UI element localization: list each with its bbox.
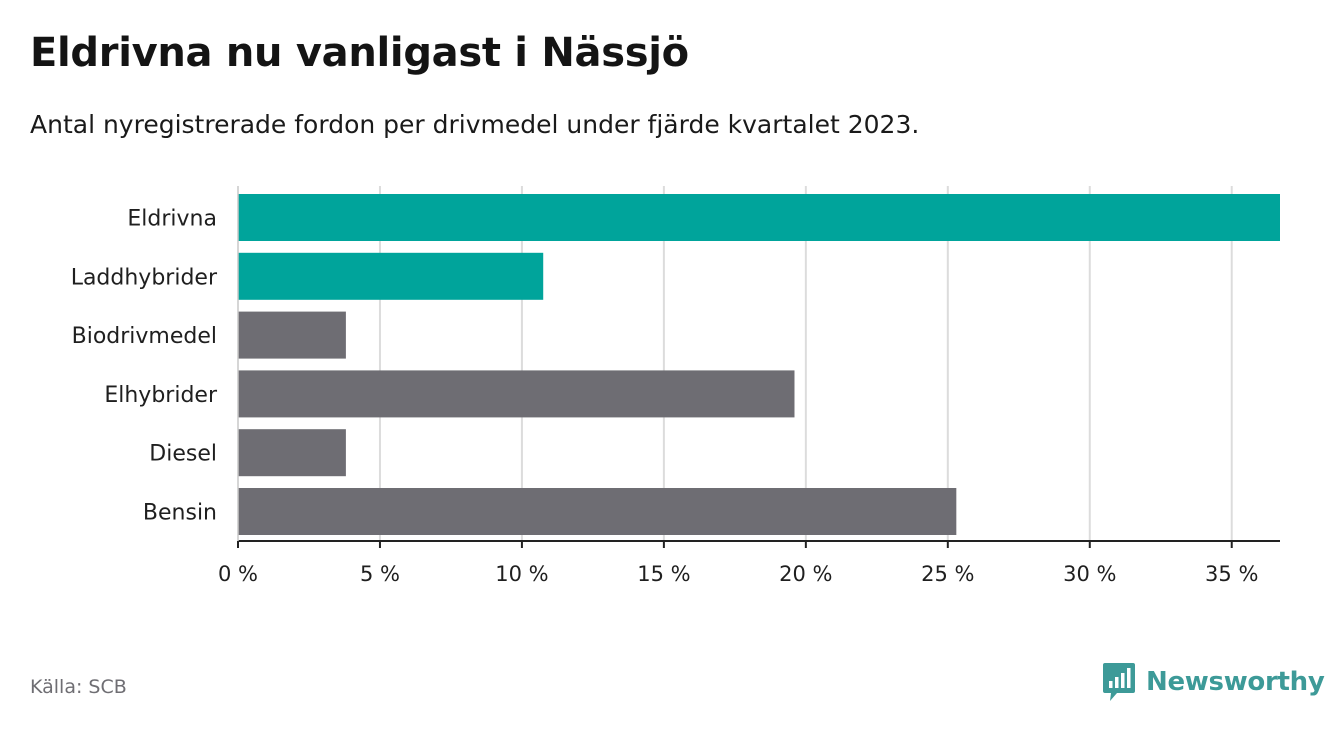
x-tick-label: 25 % xyxy=(921,562,974,586)
category-label: Elhybrider xyxy=(104,383,218,408)
category-label: Biodrivmedel xyxy=(72,324,217,349)
source-note: Källa: SCB xyxy=(30,676,127,698)
x-tick-label: 15 % xyxy=(637,562,690,586)
bar-eldrivna xyxy=(238,194,1280,241)
bar-biodrivmedel xyxy=(238,311,346,359)
category-label: Eldrivna xyxy=(127,207,217,232)
x-tick-label: 0 % xyxy=(218,562,258,586)
x-axis: 0 % 5 % 10 % 15 % 20 % 25 % 30 % 35 % xyxy=(218,186,1280,586)
category-label: Diesel xyxy=(149,442,217,467)
chart-title: Eldrivna nu vanligast i Nässjö xyxy=(30,30,689,76)
category-label: Laddhybrider xyxy=(71,265,218,290)
bars xyxy=(238,194,1280,535)
x-tick-label: 10 % xyxy=(495,562,548,586)
x-tick-label: 5 % xyxy=(360,562,400,586)
bar-diesel xyxy=(238,429,346,477)
newsworthy-logo-icon xyxy=(1103,663,1135,701)
newsworthy-logo: Newsworthy xyxy=(1102,662,1325,702)
category-labels: Eldrivna Laddhybrider Biodrivmedel Elhybrid… xyxy=(71,207,218,526)
x-tick-label: 35 % xyxy=(1205,562,1258,586)
bar-elhybrider xyxy=(238,370,795,418)
brand-name: Newsworthy xyxy=(1146,667,1325,697)
x-tick-label: 20 % xyxy=(779,562,832,586)
gridlines xyxy=(378,186,1233,541)
x-tick-label: 30 % xyxy=(1063,562,1116,586)
category-label: Bensin xyxy=(143,501,217,526)
chart-subtitle: Antal nyregistrerade fordon per drivmede… xyxy=(30,110,920,139)
bar-laddhybrider xyxy=(238,252,544,300)
bar-bensin xyxy=(238,488,957,535)
